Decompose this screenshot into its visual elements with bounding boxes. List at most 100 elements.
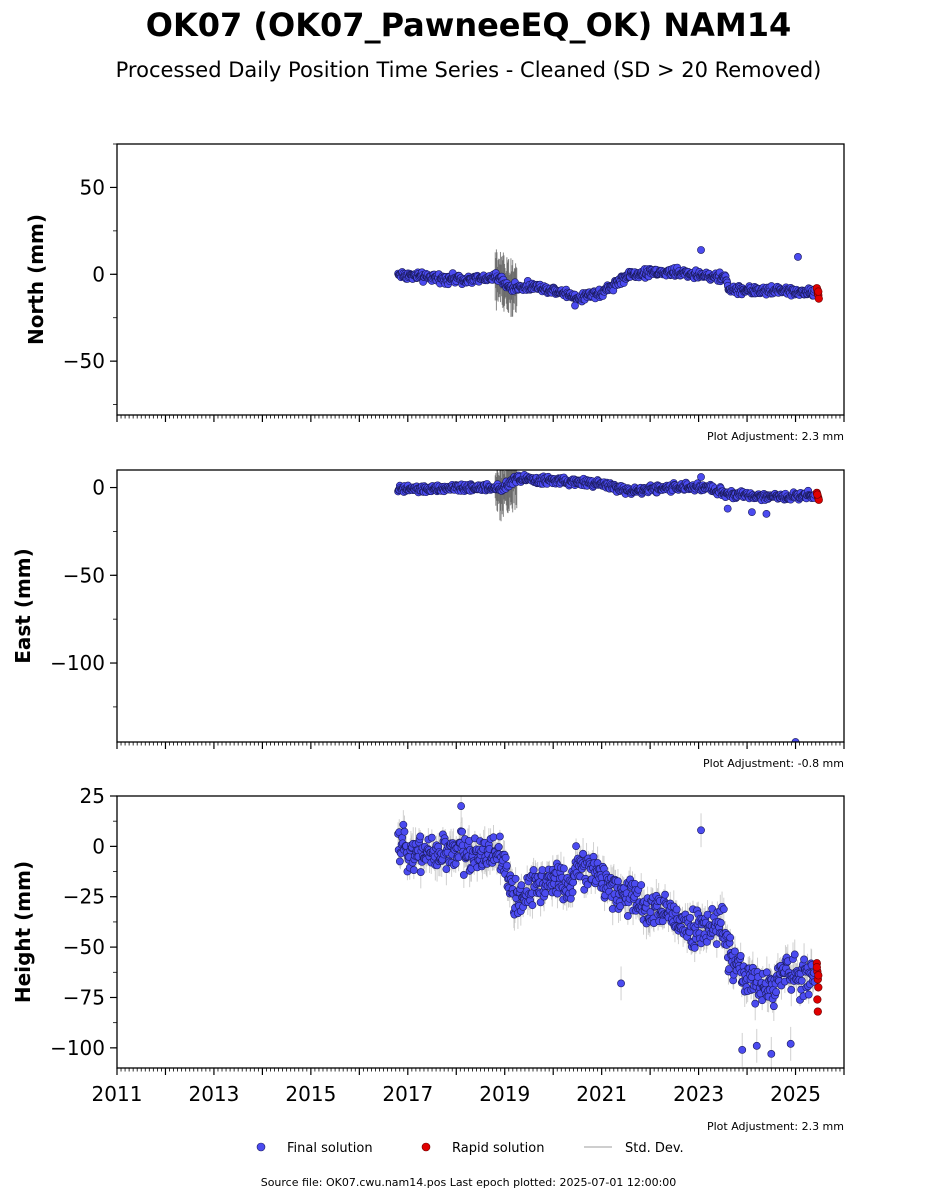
panel-1: 50 0 −50 North (mm) Plot Adjustment: 2.3 mm [24, 143, 845, 443]
final-solution-point [661, 890, 669, 899]
final-solution-point [614, 877, 622, 886]
final-solution-point [442, 865, 451, 873]
legend-stddev-label: Std. Dev. [625, 1141, 684, 1156]
legend-rapid-marker [421, 1142, 431, 1152]
final-solution-point [790, 950, 799, 959]
y-tick-label: −50 [63, 935, 105, 959]
final-solution-point [395, 857, 404, 866]
x-tick-label: 2025 [770, 1082, 821, 1106]
final-solution-point [697, 246, 705, 254]
final-solution-point [758, 996, 767, 1005]
final-solution-point [416, 832, 425, 841]
final-solution-point [399, 820, 408, 829]
y-tick-label: −100 [50, 1036, 105, 1060]
y-tick-label: 0 [92, 834, 105, 858]
final-solution-point [457, 802, 466, 810]
panel-2: 0 −50 −100 East (mm) Plot Adjustment: -0.8 m… [11, 469, 845, 770]
final-solution-point [572, 842, 580, 851]
plot-adjustment-note: Plot Adjustment: 2.3 mm [707, 1120, 844, 1133]
rapid-solution-point [814, 287, 823, 296]
final-solution-series [394, 246, 819, 310]
final-solution-series [394, 470, 819, 742]
final-solution-point [495, 832, 504, 841]
final-solution-point [786, 1039, 795, 1048]
y-tick-label: −100 [50, 651, 105, 675]
plot-adjustment-note: Plot Adjustment: 2.3 mm [707, 430, 844, 443]
final-solution-point [787, 985, 796, 994]
rapid-solution-point [814, 971, 823, 980]
final-solution-point [726, 933, 735, 942]
final-solution-point [703, 938, 711, 946]
final-solution-point [623, 912, 632, 920]
plot-area [394, 796, 823, 1068]
final-solution-point [791, 738, 800, 742]
legend: Final solution Rapid solution Std. Dev. [256, 1141, 684, 1156]
x-tick-label: 2023 [673, 1082, 724, 1106]
final-solution-point [751, 999, 760, 1008]
final-solution-point [646, 908, 655, 916]
y-axis-label: East (mm) [11, 548, 35, 664]
y-tick-label: −50 [63, 349, 105, 373]
y-axis-label: North (mm) [24, 214, 48, 345]
final-solution-point [617, 979, 625, 988]
final-solution-point [767, 1049, 776, 1058]
plot-adjustment-note: Plot Adjustment: -0.8 mm [703, 757, 844, 770]
y-tick-label: 50 [80, 175, 105, 199]
y-axis-label: Height (mm) [11, 861, 35, 1003]
rapid-solution-series [812, 488, 823, 504]
final-solution-point [616, 902, 625, 911]
rapid-solution-point [814, 294, 823, 303]
final-solution-point [568, 888, 577, 897]
rapid-solution-point [813, 1007, 822, 1016]
rapid-solution-point [813, 490, 822, 499]
x-tick-label: 2019 [479, 1082, 530, 1106]
final-solution-point [529, 866, 538, 874]
y-tick-label: −75 [63, 985, 105, 1009]
final-solution-point [748, 508, 756, 517]
final-solution-point [725, 965, 733, 973]
y-tick-label: 25 [80, 784, 105, 808]
x-tick-label: 2021 [576, 1082, 627, 1106]
final-solution-point [730, 947, 739, 956]
y-tick-label: 0 [92, 476, 105, 500]
final-solution-point [794, 253, 802, 261]
final-solution-point [502, 861, 511, 870]
panel-3: 25 0 −25 −50 −75 −100 Height (mm) Plot Adjustme… [11, 784, 845, 1133]
final-solution-point [559, 864, 568, 873]
final-solution-point [541, 889, 550, 898]
legend-final-marker [256, 1142, 266, 1152]
y-tick-label: −25 [63, 885, 105, 909]
final-solution-point [712, 940, 721, 949]
final-solution-point [459, 871, 468, 879]
final-solution-point [400, 827, 409, 836]
final-solution-point [762, 968, 771, 977]
y-tick-label: 0 [92, 262, 105, 286]
final-solution-point [672, 905, 681, 914]
final-solution-point [427, 833, 436, 842]
legend-rapid-label: Rapid solution [452, 1141, 544, 1156]
final-solution-point [690, 943, 699, 952]
final-solution-point [501, 853, 510, 862]
plot-area [394, 246, 823, 317]
rapid-solution-series [812, 959, 823, 1016]
final-solution-point [571, 301, 579, 310]
final-solution-point [458, 827, 466, 836]
final-solution-point [637, 881, 646, 889]
final-solution-point [736, 952, 745, 960]
final-solution-point [769, 1002, 778, 1011]
final-solution-point [804, 990, 813, 999]
final-solution-point [528, 901, 537, 910]
source-file-note: Source file: OK07.cwu.nam14.pos Last epo… [260, 1176, 677, 1189]
final-solution-point [686, 913, 694, 922]
final-solution-point [517, 881, 526, 890]
final-solution-point [719, 905, 728, 914]
final-solution-point [716, 918, 725, 927]
final-solution-point [416, 868, 425, 876]
final-solution-point [800, 955, 808, 964]
final-solution-point [409, 866, 418, 874]
final-solution-point [723, 504, 732, 513]
final-solution-point [762, 509, 771, 518]
rapid-solution-series [812, 284, 823, 303]
x-tick-label: 2017 [382, 1082, 433, 1106]
